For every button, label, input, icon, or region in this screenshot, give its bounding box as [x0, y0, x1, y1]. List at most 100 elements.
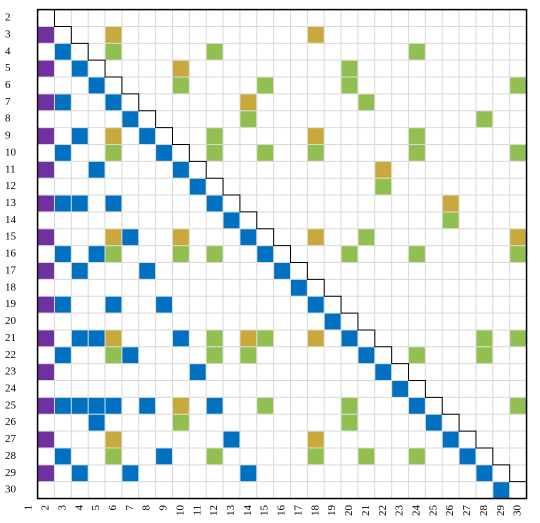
cell [38, 128, 54, 144]
y-tick-label: 24 [5, 382, 17, 394]
cell [257, 397, 274, 414]
x-tick-label: 27 [461, 505, 473, 517]
cell [510, 77, 527, 94]
cell [358, 229, 375, 246]
cell [240, 465, 257, 482]
cell [105, 330, 122, 347]
cell [375, 161, 392, 178]
cell [493, 482, 510, 499]
cell [189, 178, 206, 195]
cell [223, 431, 240, 448]
cell [105, 26, 122, 43]
cell [54, 43, 71, 60]
cell [240, 111, 257, 128]
cell [71, 263, 88, 279]
cell [88, 161, 105, 178]
cell [71, 397, 88, 414]
cell [156, 296, 172, 313]
x-tick-label: 8 [141, 505, 153, 511]
cell [307, 229, 324, 246]
cell [172, 414, 189, 431]
cell [442, 195, 459, 212]
x-tick-label: 25 [427, 505, 439, 517]
cell [206, 144, 223, 161]
cell [291, 279, 307, 296]
cell [257, 330, 274, 347]
cell [38, 364, 54, 381]
cell [139, 397, 156, 414]
cell [38, 60, 54, 77]
cell [510, 246, 527, 262]
cell [476, 330, 493, 347]
cell [54, 195, 71, 212]
cell [105, 246, 122, 262]
cell [257, 144, 274, 161]
cell [156, 144, 172, 161]
cell [476, 111, 493, 128]
y-tick-label: 18 [5, 281, 17, 293]
cell [409, 43, 425, 60]
cell [156, 448, 172, 465]
cell [409, 246, 425, 262]
cell [54, 94, 71, 111]
cell [71, 465, 88, 482]
y-tick-label: 7 [5, 96, 11, 108]
y-tick-label: 14 [5, 214, 17, 226]
x-tick-label: 18 [309, 505, 321, 517]
x-tick-label: 22 [377, 505, 389, 516]
cell [172, 246, 189, 262]
cell [442, 212, 459, 229]
x-tick-label: 13 [225, 505, 237, 517]
cell [307, 330, 324, 347]
cell [425, 414, 442, 431]
cell [409, 448, 425, 465]
y-tick-label: 20 [5, 315, 17, 327]
cell [307, 448, 324, 465]
cell [71, 330, 88, 347]
cell [189, 364, 206, 381]
cell [88, 414, 105, 431]
cell [38, 465, 54, 482]
cell [240, 229, 257, 246]
cell [341, 330, 358, 347]
cell [38, 263, 54, 279]
cell [409, 128, 425, 144]
y-tick-label: 23 [5, 366, 17, 378]
x-tick-label: 9 [158, 505, 170, 511]
cell [71, 128, 88, 144]
y-tick-label: 11 [5, 163, 16, 175]
cell [54, 246, 71, 262]
cell [105, 229, 122, 246]
cell [172, 229, 189, 246]
x-tick-label: 6 [107, 505, 119, 511]
y-tick-label: 17 [5, 264, 17, 276]
x-tick-label: 11 [191, 505, 203, 516]
y-tick-label: 27 [5, 433, 17, 445]
cell [324, 313, 341, 330]
cell [105, 43, 122, 60]
cell [240, 94, 257, 111]
cell [206, 397, 223, 414]
y-tick-label: 13 [5, 197, 17, 209]
cell [38, 195, 54, 212]
cell [510, 330, 527, 347]
y-tick-label: 6 [5, 79, 11, 91]
x-tick-label: 24 [410, 505, 422, 517]
y-tick-label: 2 [5, 12, 11, 24]
cell [257, 77, 274, 94]
cell [223, 212, 240, 229]
cell [54, 397, 71, 414]
cell [442, 431, 459, 448]
x-tick-label: 5 [90, 505, 102, 511]
cell [409, 144, 425, 161]
cell [341, 77, 358, 94]
cell [38, 161, 54, 178]
x-tick-label: 20 [343, 505, 355, 517]
cell [54, 347, 71, 364]
x-tick-label: 23 [394, 505, 406, 517]
cell [38, 431, 54, 448]
cell [38, 229, 54, 246]
x-tick-label: 21 [360, 505, 372, 516]
y-tick-label: 3 [5, 28, 11, 40]
